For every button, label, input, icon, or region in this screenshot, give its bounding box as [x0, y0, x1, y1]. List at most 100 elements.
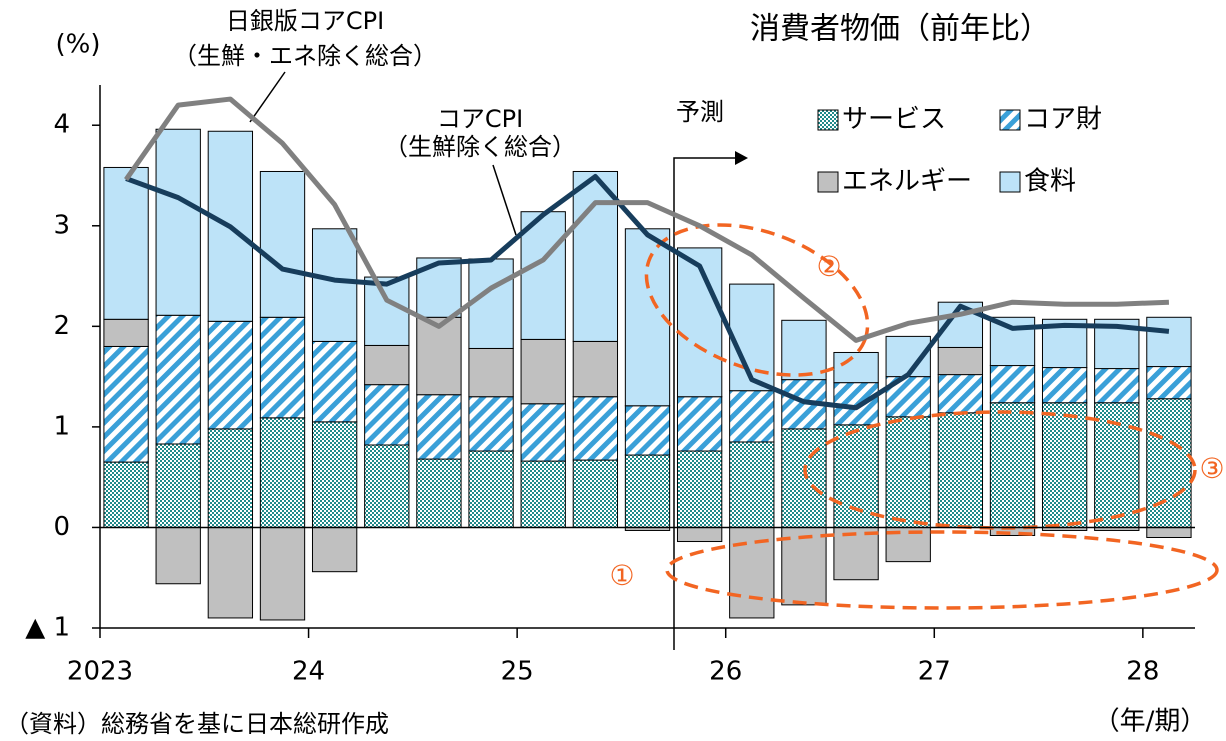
x-tick-label: 27 [918, 657, 951, 687]
x-tick-label: 25 [501, 657, 534, 687]
x-unit: （年/期） [1094, 707, 1207, 737]
bar-segment [520, 460, 566, 528]
arrow-head [735, 151, 748, 165]
chart-title: 消費者物価（前年比） [750, 12, 1050, 47]
bar-segment [155, 314, 201, 445]
bar-segment [311, 526, 358, 573]
bar-segment [572, 170, 619, 342]
bar-segment [155, 526, 201, 585]
bar-segment [572, 396, 619, 461]
bar-segment [729, 390, 775, 443]
legend-label: コア財 [1024, 105, 1102, 135]
highlight-ellipse [665, 530, 1219, 610]
bar-segment [364, 276, 410, 346]
bar-segment [937, 346, 984, 376]
bar-segment [937, 412, 984, 528]
bar-segment [833, 351, 879, 384]
highlight-ellipse [803, 410, 1197, 530]
bar-segment [781, 428, 827, 528]
bar-segment [311, 421, 358, 528]
line-label: （生鮮除く総合） [384, 133, 576, 161]
line-label: コアCPI [437, 105, 523, 133]
legend-label: 食料 [1024, 167, 1076, 197]
bar-segment [624, 405, 671, 456]
line-series [125, 174, 1170, 411]
x-tick-label: 26 [709, 657, 742, 687]
bar-segment [103, 318, 149, 347]
bar-segment [520, 338, 566, 405]
y-tick-label: 1 [53, 411, 70, 441]
bar-segment [520, 403, 566, 462]
bar-segment [207, 526, 254, 619]
bar-segment [364, 444, 410, 528]
annotation: ① [609, 559, 634, 592]
bar-segment [1094, 368, 1140, 404]
line-label: （生鮮・エネ除く総合） [173, 42, 437, 70]
bar-segment [468, 347, 514, 398]
bar-segment [989, 402, 1036, 528]
bar-segment [364, 344, 410, 386]
forecast-label: 予測 [676, 98, 724, 126]
bar-segment [676, 450, 723, 528]
bar-segment [155, 443, 201, 528]
bar-segment [937, 374, 984, 414]
bar-segment [103, 461, 149, 528]
bar-segment [468, 396, 514, 452]
line-label: 日銀版コアCPI [226, 7, 384, 35]
bar-segment [364, 384, 410, 446]
bar-segment [1146, 526, 1192, 539]
bar-segment [416, 394, 462, 460]
leader-line [492, 164, 517, 236]
bar-segment [259, 170, 306, 318]
legend-label: サービス [842, 105, 946, 135]
bar-segment [259, 417, 306, 528]
bar-segment [468, 258, 514, 349]
bar-segment [155, 128, 201, 316]
bar-segment [1146, 366, 1192, 400]
bar-segment [416, 458, 462, 528]
bar-segment [572, 459, 619, 528]
leader-line [249, 71, 286, 123]
annotation: ③ [1199, 452, 1224, 485]
legend-swatch [999, 171, 1021, 193]
bar-segment [259, 316, 306, 419]
bar-segment [416, 316, 462, 396]
bar-segment [311, 340, 358, 423]
bar-segment [729, 441, 775, 528]
x-tick-label: 2023 [67, 657, 133, 687]
bar-segment [624, 454, 671, 528]
bar-segment [572, 340, 619, 398]
bar-segment [259, 526, 306, 621]
bar-segment [1041, 367, 1088, 404]
legend-label: エネルギー [842, 167, 972, 197]
bar-segment [989, 316, 1036, 367]
y-tick-label: ▲ 1 [25, 613, 70, 643]
legend-swatch [817, 109, 839, 131]
y-tick-label: 0 [53, 512, 70, 542]
bar-segment [1041, 402, 1088, 528]
y-tick-label: 2 [53, 311, 70, 341]
bar-segment [1146, 316, 1192, 368]
bar-segment [1146, 398, 1192, 528]
x-tick-label: 28 [1126, 657, 1159, 687]
legend-swatch [999, 109, 1021, 131]
x-tick-label: 24 [292, 657, 325, 687]
bar-segment [989, 365, 1036, 404]
bar-segment [311, 228, 358, 342]
line-series [124, 96, 1170, 343]
bar-segment [781, 526, 827, 606]
y-tick-label: 3 [53, 210, 70, 240]
bar-segment [468, 450, 514, 528]
bar-segment [1094, 402, 1140, 528]
bar-segment [781, 319, 827, 381]
annotation: ② [816, 250, 841, 283]
source: （資料）総務省を基に日本総研作成 [5, 710, 389, 738]
bar-segment [729, 526, 775, 619]
bar-segment [207, 428, 254, 528]
y-tick-label: 4 [53, 110, 70, 140]
bar-segment [207, 320, 254, 430]
forecast-marker [673, 157, 735, 650]
legend-swatch [817, 171, 839, 193]
